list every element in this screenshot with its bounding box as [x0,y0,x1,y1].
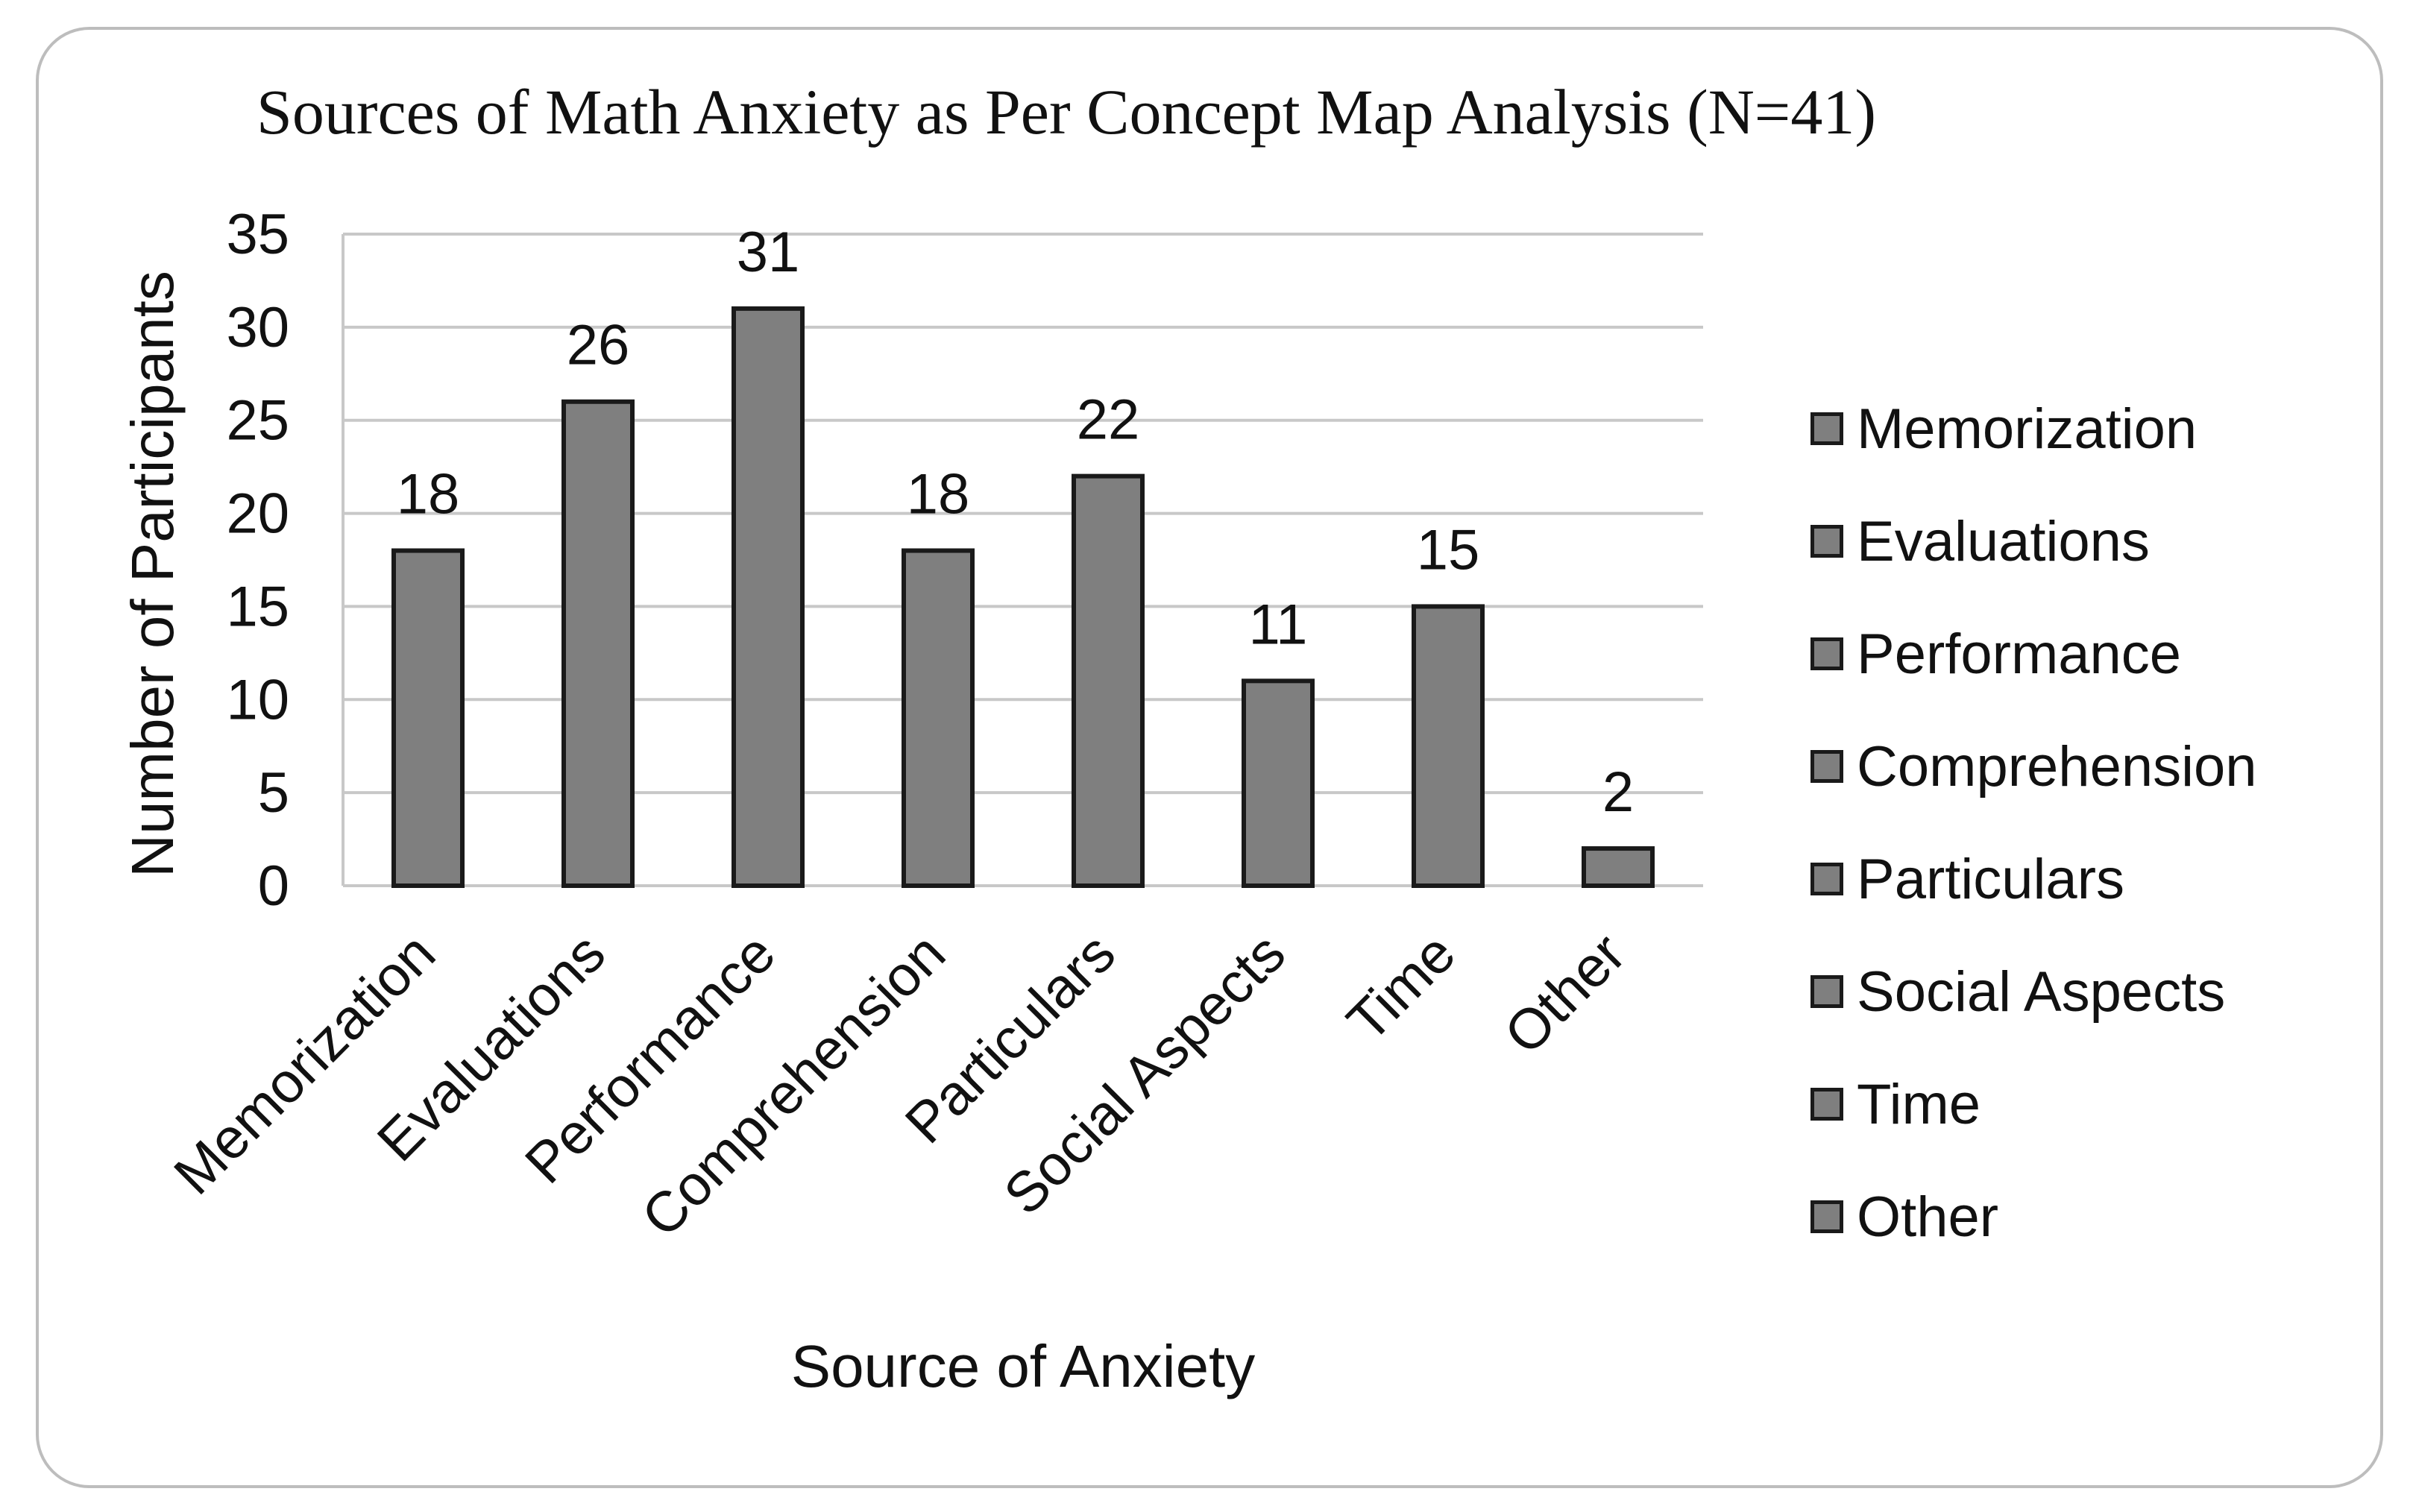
bar-memorization [391,548,465,888]
bar-evaluations [561,399,635,888]
legend-swatch [1810,1200,1843,1233]
y-tick-label: 35 [226,203,289,266]
legend-label: Social Aspects [1857,960,2226,1024]
data-label: 2 [1602,760,1634,824]
legend-label: Particulars [1857,847,2124,911]
axes [342,234,1703,887]
legend-item: Performance [1810,613,2181,695]
bar-social-aspects [1242,678,1315,888]
legend-swatch [1810,975,1843,1008]
data-label: 11 [1249,593,1308,656]
y-tick-label: 20 [226,482,289,546]
legend-item: Other [1810,1176,1998,1258]
y-tick-label: 0 [258,854,289,918]
data-label: 31 [737,221,800,284]
chart-title: Sources of Math Anxiety as Per Concept M… [257,76,1876,148]
legend-swatch [1810,863,1843,895]
data-label: 15 [1417,518,1480,582]
data-label: 18 [907,463,970,526]
x-tick-label: Other [1493,922,1638,1067]
legend-label: Comprehension [1857,734,2257,798]
bar-other [1582,846,1655,888]
y-tick-label: 10 [226,668,289,731]
legend-swatch [1810,750,1843,783]
legend-item: Evaluations [1810,500,2150,582]
y-axis-title: Number of Participants [119,271,186,878]
bars [391,306,1655,889]
legend-item: Particulars [1810,838,2124,920]
y-tick-label: 25 [226,389,289,453]
x-tick-label: Comprehension [630,922,957,1249]
legend-swatch [1810,525,1843,558]
legend-item: Memorization [1810,388,2197,470]
x-tick-label: Time [1335,922,1467,1054]
data-labels: 18 26 31 18 22 11 15 2 [397,221,1634,824]
legend-swatch [1810,412,1843,445]
data-label: 26 [567,314,630,377]
gridlines [343,233,1703,795]
legend-label: Other [1857,1185,1999,1249]
bar-performance [732,306,805,888]
bar-time [1412,604,1485,889]
bar-particulars [1072,473,1145,888]
y-tick-label: 30 [226,296,289,359]
legend-item: Comprehension [1810,725,2257,807]
bar-comprehension [902,548,975,888]
legend-swatch [1810,1088,1843,1121]
legend-label: Time [1857,1072,1981,1136]
data-label: 22 [1077,388,1140,452]
legend-label: Performance [1857,622,2182,686]
legend-label: Evaluations [1857,509,2150,573]
y-tick-label: 5 [258,761,289,825]
legend-swatch [1810,637,1843,670]
legend-label: Memorization [1857,397,2198,461]
y-tick-label: 15 [226,575,289,638]
x-axis-title: Source of Anxiety [791,1333,1256,1399]
data-label: 18 [397,463,460,526]
legend-item: Time [1810,1063,1981,1145]
legend-item: Social Aspects [1810,951,2225,1033]
